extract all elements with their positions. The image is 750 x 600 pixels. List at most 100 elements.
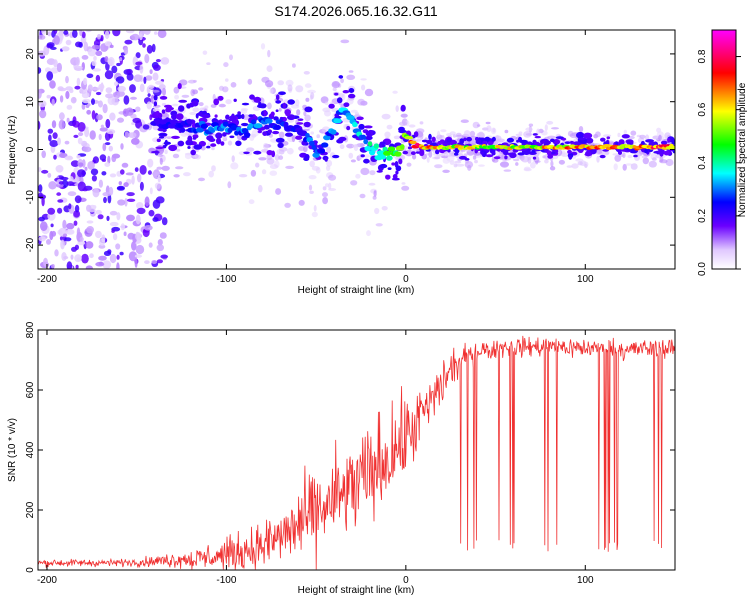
spectrogram-halo-cell	[176, 148, 181, 152]
spectrogram-noise-cell	[125, 30, 135, 34]
spectrogram-noise-cell	[58, 119, 65, 130]
spectrogram-band-cell	[442, 142, 449, 147]
spectrogram-band-cell	[402, 150, 409, 155]
spectrogram-noise-cell	[63, 256, 69, 260]
spectrogram-noise-cell	[58, 87, 67, 92]
spectrogram-noise-cell	[149, 69, 153, 74]
spectrogram-band-cell	[348, 93, 356, 99]
spectrogram-noise-cell	[144, 53, 150, 64]
spectrogram-noise-cell	[95, 209, 102, 215]
spectrogram-band-cell	[220, 141, 225, 146]
spectrogram-noise-cell	[63, 233, 68, 237]
x-tick-label: -200	[37, 575, 57, 586]
spectrogram-band-cell	[266, 150, 273, 156]
spectrogram-halo-cell	[298, 146, 305, 151]
spectrogram-noise-cell	[120, 223, 126, 231]
spectrogram-halo-cell	[432, 153, 441, 156]
spectrogram-noise-cell	[57, 137, 61, 146]
spectrogram-band-cell	[235, 140, 242, 147]
spectrogram-band-cell	[491, 136, 496, 142]
spectrogram-noise-cell	[109, 112, 116, 121]
spectrogram-noise-cell	[109, 221, 119, 227]
spectrogram-band-cell	[663, 150, 670, 156]
spectrogram-noise-cell	[81, 55, 89, 60]
spectrogram-noise-cell	[87, 84, 93, 92]
spectrogram-band-cell	[365, 135, 373, 141]
spectrogram-band-cell	[195, 113, 199, 119]
spectrogram-halo-cell	[359, 193, 366, 199]
spectrogram-noise-cell	[135, 52, 141, 59]
spectrogram-noise-cell	[63, 30, 69, 35]
spectrogram-noise-cell	[135, 214, 141, 225]
spectrogram-noise-cell	[115, 76, 125, 84]
spectrogram-noise-cell	[107, 155, 111, 165]
spectrogram-noise-cell	[102, 260, 112, 269]
spectrogram-halo-cell	[277, 80, 285, 86]
spectrogram-halo-cell	[266, 157, 275, 165]
spectrogram-noise-cell	[76, 77, 81, 86]
spectrogram-halo-cell	[338, 93, 344, 99]
spectrogram-noise-cell	[98, 100, 103, 108]
spectrogram-ridge-cell	[169, 119, 179, 125]
spectrogram-noise-cell	[148, 209, 155, 217]
colorbar-tick-label: 0.4	[697, 155, 708, 169]
spectrogram-band-cell	[158, 112, 163, 119]
spectrogram-band-cell	[178, 99, 188, 103]
spectrogram-noise-cell	[53, 154, 57, 160]
spectrogram-noise-cell	[74, 254, 82, 263]
spectrogram-ridge-cell	[364, 146, 372, 152]
spectrogram-band-cell	[564, 141, 571, 144]
spectrogram-band-cell	[435, 149, 440, 155]
spectrogram-band-cell	[449, 139, 458, 146]
spectrogram-noise-cell	[137, 173, 142, 183]
spectrogram-halo-cell	[463, 130, 471, 137]
spectrogram-band-cell	[282, 102, 286, 109]
spectrogram-halo-cell	[295, 99, 300, 107]
spectrogram-halo-cell	[159, 157, 163, 165]
spectrogram-halo-cell	[278, 107, 282, 112]
spectrogram-halo-cell	[622, 152, 626, 159]
spectrogram-halo-cell	[263, 142, 269, 150]
spectrogram-band-cell	[532, 156, 537, 160]
spectrogram-band-cell	[253, 150, 262, 155]
spectrogram-noise-cell	[109, 210, 118, 216]
spectrogram-halo-cell	[595, 131, 601, 138]
spectrogram-band-cell	[379, 163, 388, 169]
spectrogram-halo-cell	[400, 113, 408, 118]
spectrogram-band-cell	[633, 154, 638, 158]
spectrogram-noise-cell	[38, 184, 43, 193]
spectrogram-halo-cell	[157, 154, 164, 157]
spectrogram-noise-cell	[126, 214, 135, 222]
spectrogram-halo-cell	[375, 223, 383, 227]
spectrogram-halo-cell	[192, 89, 199, 95]
spectrogram-noise-cell	[105, 118, 111, 129]
spectrogram-noise-cell	[81, 31, 86, 39]
spectrogram-halo-cell	[350, 180, 358, 186]
spectrogram-noise-cell	[40, 221, 48, 232]
spectrogram-band-cell	[222, 132, 227, 137]
spectrogram-halo-cell	[454, 160, 462, 164]
spectrogram-noise-cell	[145, 75, 153, 81]
spectrogram-band-cell	[516, 139, 520, 143]
spectrogram-halo-cell	[348, 152, 354, 159]
spectrogram-noise-cell	[51, 120, 57, 129]
spectrogram-noise-cell	[91, 87, 101, 91]
spectrogram-band-cell	[363, 125, 373, 129]
spectrogram-halo-cell	[230, 162, 239, 170]
spectrogram-noise-cell	[55, 165, 64, 173]
spectrogram-halo-cell	[309, 190, 314, 194]
spectrogram-band-cell	[193, 102, 198, 106]
spectrogram-band-cell	[187, 135, 193, 143]
spectrogram-noise-cell	[95, 230, 102, 239]
spectrogram-halo-cell	[183, 172, 191, 177]
spectrogram-noise-cell	[102, 192, 111, 197]
spectrogram-halo-cell	[393, 135, 401, 140]
spectrogram-noise-cell	[78, 132, 84, 137]
spectrogram-y-ticks: -20 -10 0 10 20	[25, 48, 675, 252]
spectrogram-band-cell	[164, 104, 172, 108]
spectrogram-band-cell	[176, 113, 184, 120]
spectrogram-halo-cell	[455, 134, 464, 138]
spectrogram-noise-cell	[46, 42, 55, 48]
spectrogram-halo-cell	[373, 190, 377, 197]
